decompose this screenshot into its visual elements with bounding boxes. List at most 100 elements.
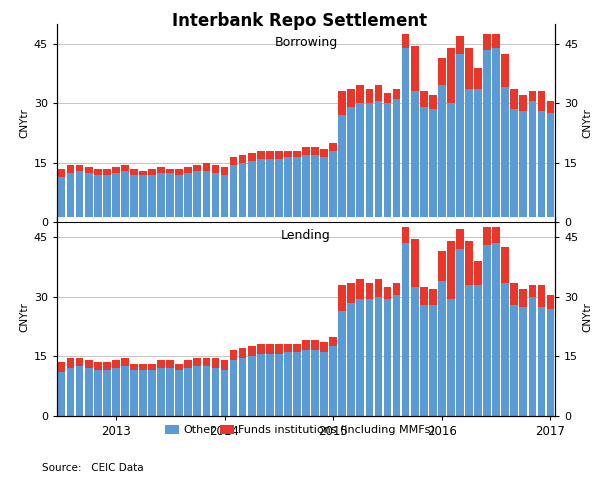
Bar [193,366,201,416]
Bar [420,287,428,305]
Bar [103,362,110,370]
Bar [547,113,554,222]
Bar [166,368,174,416]
Bar [203,163,210,171]
Bar [103,370,110,416]
Bar [347,303,355,416]
Bar [148,174,156,222]
Bar [356,103,364,222]
Bar [411,46,419,91]
Bar [329,347,337,416]
Bar [221,360,229,370]
Bar [356,86,364,103]
Bar [58,169,65,177]
Bar [311,155,319,222]
Bar [275,151,283,159]
Bar [474,285,482,416]
Bar [239,155,247,163]
Bar [139,171,147,174]
Bar [85,173,92,222]
Bar [538,285,545,307]
Bar [203,366,210,416]
Bar [130,364,138,370]
Bar [184,368,192,416]
Bar [248,357,256,416]
Bar [58,372,65,416]
Bar [465,48,473,89]
Bar [447,103,455,222]
Bar [456,36,464,54]
Bar [547,309,554,416]
Bar [456,54,464,222]
Bar [148,169,156,174]
Bar [502,54,509,87]
Bar [329,143,337,151]
Bar [112,368,120,416]
Bar [121,366,129,416]
Bar [266,151,274,159]
Bar [347,283,355,303]
Bar [203,171,210,222]
Bar [483,245,491,416]
Bar [474,261,482,285]
Bar [85,360,92,368]
Bar [212,173,220,222]
Bar [112,173,120,222]
Bar [139,370,147,416]
Bar [248,347,256,357]
Bar [502,247,509,283]
Text: Interbank Repo Settlement: Interbank Repo Settlement [172,12,428,30]
Bar [402,228,409,243]
Bar [520,289,527,307]
Bar [511,109,518,222]
Bar [465,89,473,222]
Bar [320,352,328,416]
Y-axis label: CNYtr: CNYtr [583,302,592,332]
Y-axis label: CNYtr: CNYtr [20,302,29,332]
Bar [293,352,301,416]
Bar [85,368,92,416]
Bar [284,352,292,416]
Bar [429,95,437,109]
Bar [203,358,210,366]
Bar [338,91,346,115]
Bar [121,358,129,366]
Bar [139,174,147,222]
Bar [239,358,247,416]
Bar [438,86,446,222]
Bar [311,340,319,350]
Bar [402,48,409,222]
Bar [392,283,400,295]
Bar [383,103,391,222]
Bar [429,305,437,416]
Bar [67,358,74,368]
Bar [529,297,536,416]
Bar [347,107,355,222]
Bar [302,340,310,350]
Bar [293,151,301,157]
Bar [438,251,446,281]
Bar [248,153,256,161]
Bar [429,109,437,222]
Bar [538,307,545,416]
Bar [502,87,509,222]
Bar [67,368,74,416]
Bar [520,307,527,416]
Bar [338,115,346,222]
Legend: Other, Funds institutions (including MMFs): Other, Funds institutions (including MMF… [161,421,439,440]
Bar [374,101,382,222]
Bar [157,167,165,173]
Bar [257,354,265,416]
Bar [392,89,400,99]
Bar [76,366,83,416]
Bar [365,299,373,416]
Bar [67,173,74,222]
Bar [438,58,446,86]
Bar [538,111,545,222]
Y-axis label: CNYtr: CNYtr [583,108,592,138]
Bar [157,360,165,368]
Bar [365,283,373,299]
Bar [420,91,428,107]
Bar [130,370,138,416]
Bar [193,165,201,171]
